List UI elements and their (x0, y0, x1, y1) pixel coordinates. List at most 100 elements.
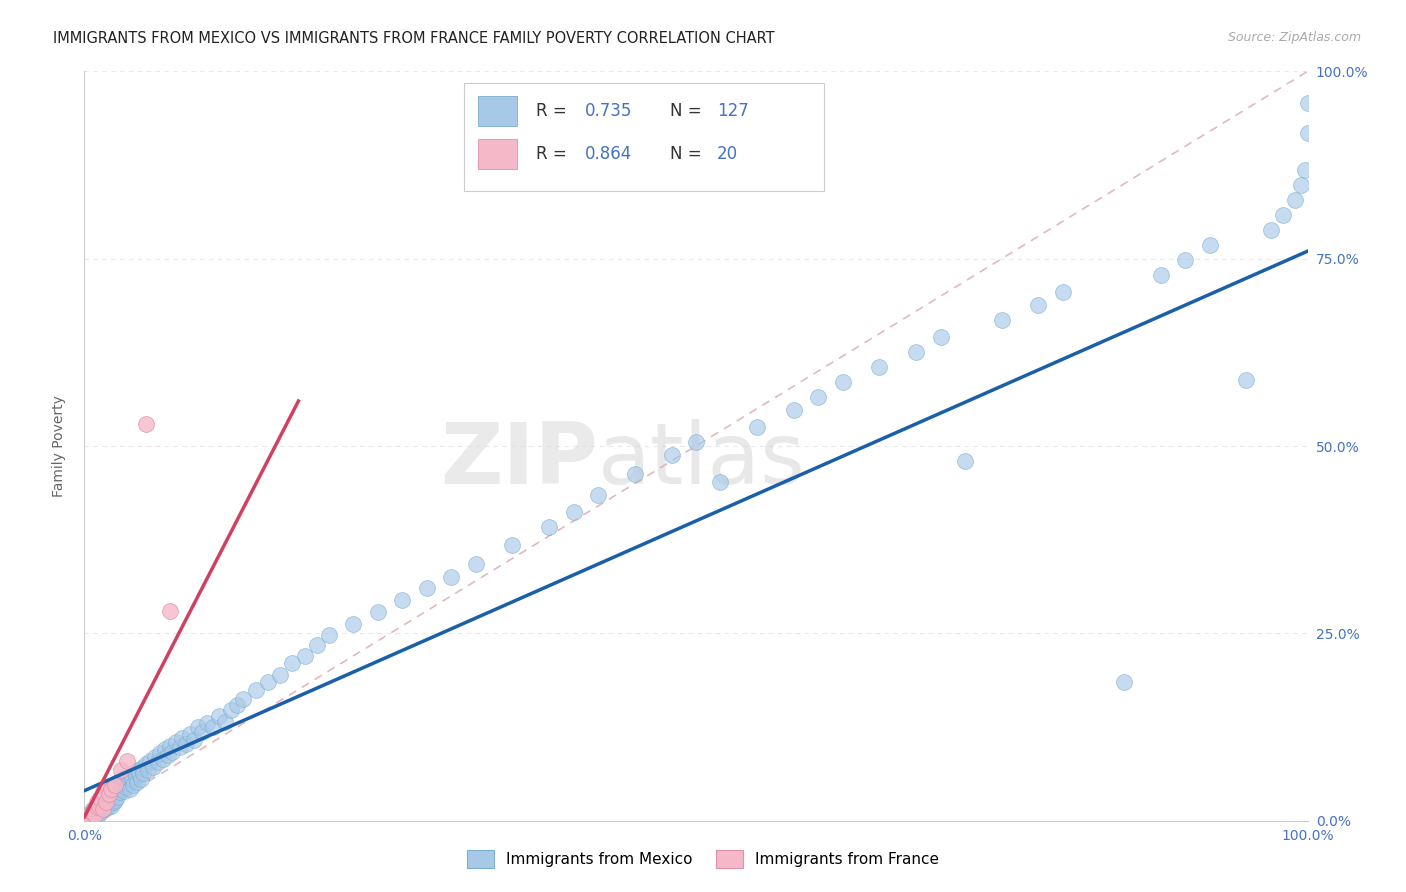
Point (807, 390, 830, 404)
Point (869, 360, 891, 375)
Point (96, 795, 118, 809)
Point (97, 791, 120, 805)
Point (93, 798, 115, 813)
Point (149, 746, 172, 760)
Point (87, 798, 110, 813)
Point (114, 774, 136, 789)
Point (83, 807, 105, 822)
Point (152, 752, 174, 766)
Point (159, 739, 181, 753)
Point (208, 708, 231, 723)
Point (105, 783, 128, 797)
Point (1291, 178, 1313, 193)
Point (136, 763, 159, 777)
Point (162, 745, 184, 759)
Point (156, 747, 179, 762)
Point (1028, 298, 1050, 312)
Point (97, 788, 120, 802)
Point (586, 488, 609, 502)
Point (624, 467, 647, 482)
Point (115, 780, 138, 794)
Point (107, 780, 129, 794)
Point (165, 735, 187, 749)
Point (183, 732, 205, 747)
Point (128, 767, 150, 781)
Text: 0.864: 0.864 (585, 145, 631, 162)
Point (124, 764, 146, 779)
Point (953, 454, 976, 468)
Point (169, 740, 191, 755)
Point (108, 785, 131, 799)
Point (103, 795, 125, 809)
Point (110, 763, 132, 777)
Point (226, 698, 249, 712)
Point (93, 791, 115, 805)
Point (179, 727, 201, 741)
Point (187, 720, 209, 734)
Bar (478, 139, 517, 169)
Point (929, 330, 952, 344)
Point (91, 795, 114, 809)
Point (294, 648, 316, 663)
Text: R =: R = (536, 102, 572, 120)
Point (110, 772, 132, 787)
Text: N =: N = (671, 102, 707, 120)
Point (90, 805, 112, 819)
Point (91, 785, 114, 799)
Point (281, 657, 304, 671)
Text: ZIP: ZIP (440, 419, 598, 502)
Point (1052, 285, 1074, 300)
Point (86, 800, 108, 814)
Point (79, 810, 101, 824)
Point (257, 675, 280, 690)
Text: 127: 127 (717, 102, 748, 120)
Point (1114, 675, 1136, 690)
Text: 20: 20 (717, 145, 738, 162)
Point (1198, 238, 1220, 252)
Point (84, 805, 107, 819)
Point (342, 617, 364, 632)
Legend: Immigrants from Mexico, Immigrants from France: Immigrants from Mexico, Immigrants from … (460, 844, 946, 873)
Y-axis label: Family Poverty: Family Poverty (52, 395, 66, 497)
Point (129, 772, 152, 787)
Point (77, 807, 100, 822)
Point (135, 417, 157, 431)
Point (562, 505, 585, 519)
Point (111, 778, 134, 792)
Point (98, 795, 121, 809)
Text: R =: R = (536, 145, 572, 162)
Point (91, 802, 114, 816)
Point (538, 520, 561, 534)
Point (1260, 223, 1282, 237)
Point (79, 806, 101, 821)
Point (661, 448, 683, 462)
Point (127, 763, 149, 777)
Point (86, 810, 108, 824)
Point (195, 716, 218, 731)
Point (122, 778, 145, 792)
Point (318, 628, 340, 642)
Point (103, 780, 125, 794)
Point (1272, 208, 1295, 222)
Point (905, 345, 928, 359)
Point (89, 797, 111, 812)
Point (87, 798, 110, 813)
Point (96, 788, 118, 802)
Point (104, 792, 127, 806)
Point (105, 776, 128, 790)
Point (709, 475, 731, 489)
Point (440, 570, 463, 584)
Point (101, 785, 124, 799)
Point (139, 754, 162, 768)
Point (367, 605, 389, 619)
Text: N =: N = (671, 145, 707, 162)
Point (1236, 373, 1258, 387)
Point (305, 638, 328, 652)
Point (98, 788, 121, 802)
Point (105, 789, 128, 804)
Point (1296, 126, 1319, 140)
Point (97, 783, 120, 797)
Point (1296, 95, 1319, 110)
Point (82, 806, 104, 821)
Point (232, 692, 254, 706)
